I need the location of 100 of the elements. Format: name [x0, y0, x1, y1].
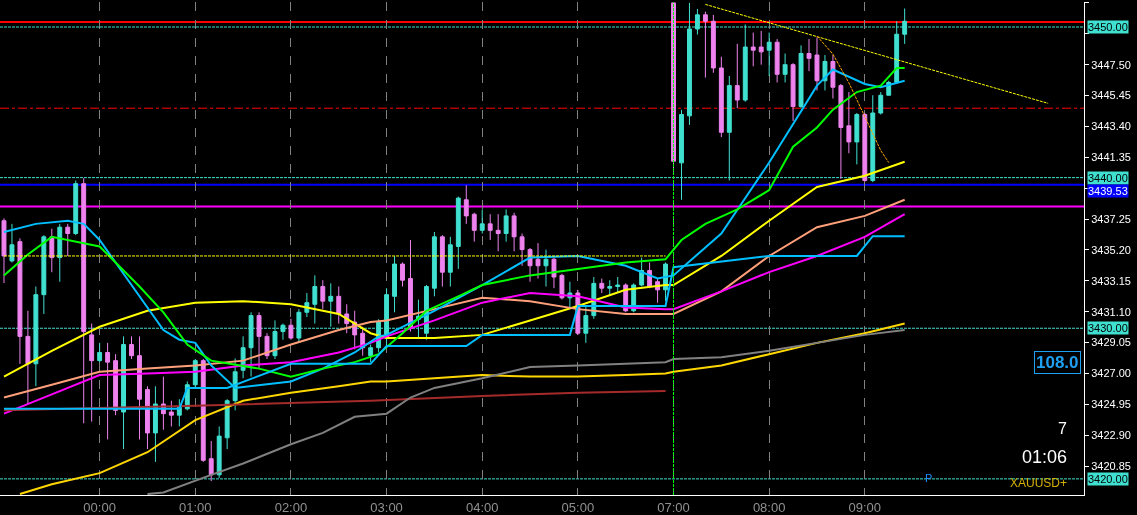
candlestick [41, 234, 47, 315]
y-tick-label: 3437.25 [1091, 212, 1131, 225]
candlestick [798, 44, 804, 109]
x-tick-label: 00:00 [83, 499, 116, 515]
candlestick [822, 54, 828, 91]
candlestick [734, 43, 740, 109]
candlestick [97, 342, 103, 363]
candlestick [288, 318, 294, 341]
candlestick [543, 249, 549, 288]
x-tick-label: 01:00 [179, 499, 212, 515]
y-tick-label: 3427.00 [1091, 367, 1131, 380]
candlestick [137, 335, 142, 440]
candlestick [750, 32, 756, 67]
candlestick [551, 257, 557, 289]
candlestick [838, 83, 844, 180]
candlestick [710, 14, 716, 74]
annotation: 01:06 [1022, 447, 1068, 467]
candlestick [830, 54, 836, 100]
candlestick [368, 344, 374, 363]
line-series [18, 322, 906, 495]
candlestick [168, 400, 174, 427]
candlestick [455, 196, 461, 270]
candlestick [17, 237, 23, 365]
ref-line-label: 3430.00 [1088, 322, 1128, 334]
candlestick [487, 213, 493, 241]
candlestick [854, 112, 860, 165]
x-tick-label: 04:00 [465, 499, 499, 515]
candlestick [495, 213, 501, 252]
candlestick [559, 273, 565, 300]
candlestick [878, 91, 884, 116]
candlestick [471, 212, 477, 243]
candlestick [320, 279, 326, 310]
candlestick [9, 223, 15, 264]
candlestick [57, 223, 63, 283]
candlestick [479, 208, 485, 235]
candlestick [535, 242, 541, 280]
candlestick [216, 425, 222, 479]
x-tick-label: 07:00 [657, 499, 690, 515]
candlestick [607, 279, 613, 296]
candlestick [447, 236, 453, 288]
candlestick [200, 358, 206, 463]
candlestick [439, 234, 445, 288]
y-tick-label: 3422.90 [1091, 429, 1131, 442]
candlestick [1, 217, 7, 284]
y-tick-label: 3433.15 [1091, 274, 1131, 287]
line-series [2, 160, 906, 378]
candlestick [392, 255, 397, 313]
line-series [816, 35, 890, 164]
y-tick-label: 3429.05 [1091, 336, 1131, 349]
candlestick [519, 233, 525, 267]
candlestick [256, 311, 262, 370]
x-tick-label: 02:00 [274, 499, 308, 515]
annotation: 108.0 [1036, 353, 1079, 372]
candlestick [81, 177, 87, 424]
candlestick [400, 261, 405, 288]
candlestick [511, 212, 517, 252]
y-tick-label: 3445.45 [1091, 89, 1131, 102]
candlestick [145, 385, 150, 450]
x-tick-label: 09:00 [848, 499, 882, 515]
candlestick [814, 36, 820, 91]
candlestick [312, 274, 318, 325]
candlestick [599, 278, 605, 294]
candlestick [862, 112, 868, 183]
y-tick-label: 3431.10 [1091, 305, 1131, 318]
ref-line-label: 3420.00 [1088, 473, 1128, 485]
ref-line-label: 3439.53 [1088, 185, 1128, 197]
candlestick [25, 310, 31, 405]
candlestick [89, 323, 95, 423]
candlestick [806, 38, 812, 72]
candlestick [766, 32, 772, 77]
candlestick [790, 62, 796, 122]
ref-line-label: 3440.00 [1088, 172, 1128, 184]
annotation: XAUUSD+ [1010, 476, 1068, 490]
candlestick [463, 184, 469, 225]
candlestick [49, 228, 55, 273]
candlestick [208, 440, 214, 482]
candlestick [431, 231, 437, 297]
y-tick-label: 3447.50 [1091, 58, 1131, 71]
candlestick [73, 179, 79, 236]
candlestick [129, 335, 134, 360]
y-tick-label: 3441.35 [1091, 151, 1131, 164]
ref-line-label: 3450.00 [1088, 21, 1128, 33]
line-series [2, 390, 667, 412]
candlestick [758, 30, 764, 66]
y-tick-label: 3424.95 [1091, 398, 1131, 411]
candlestick [503, 208, 509, 243]
candlestick [774, 38, 780, 83]
candlestick [615, 276, 621, 294]
y-tick-label: 3420.85 [1091, 459, 1131, 472]
annotation: P [925, 472, 933, 484]
candlestick [65, 223, 71, 257]
candlestick [105, 342, 111, 440]
candlestick [718, 56, 724, 138]
x-tick-label: 05:00 [561, 499, 595, 515]
candlestick [264, 332, 270, 360]
x-tick-label: 03:00 [370, 499, 403, 515]
candlestick [782, 53, 788, 83]
candlestick [846, 91, 852, 154]
x-tick-label: 08:00 [752, 499, 786, 515]
candlestick [702, 11, 708, 79]
